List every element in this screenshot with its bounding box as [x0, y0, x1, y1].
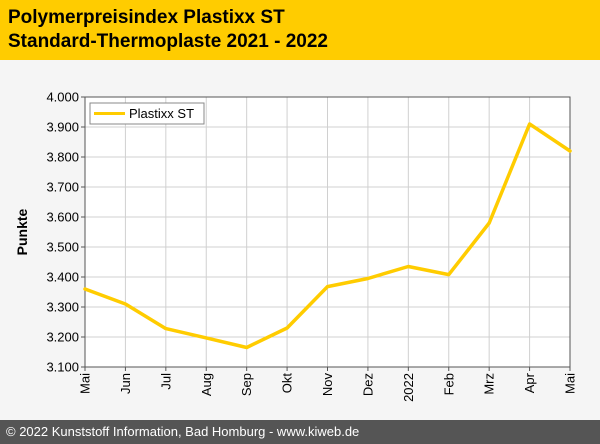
line-chart: 3.100 3.200 3.300 3.400 3.500 3.600 3.700 3.800… [14, 90, 578, 402]
series-group [83, 122, 572, 350]
x-tick-label: Dez [360, 373, 375, 396]
y-tick-label: 4.000 [46, 90, 79, 105]
x-tick-label: Apr [522, 372, 537, 393]
legend: Plastixx ST [89, 102, 205, 125]
legend-box [89, 102, 205, 125]
x-tick-label: Aug [199, 373, 214, 396]
plot-frame [84, 96, 571, 368]
series-line-plastixx-st [83, 122, 572, 350]
x-tick-label: Jun [118, 373, 133, 394]
y-tick-label: 3.300 [46, 300, 79, 315]
x-tick-label: Mai [78, 373, 93, 394]
y-tick-label: 3.600 [46, 210, 79, 225]
chart-title-line-1: Polymerpreisindex Plastixx ST [8, 7, 285, 28]
x-tick-label: 2022 [401, 373, 416, 402]
y-tick-label: 3.700 [46, 180, 79, 195]
x-axis-ticks: Mai Jun Jul Aug Sep Okt Nov Dez 2022 Feb Mrz Apr Mai [78, 367, 578, 402]
y-tick-label: 3.100 [46, 360, 79, 375]
x-tick-label: Okt [280, 373, 295, 394]
legend-label: Plastixx ST [129, 106, 194, 121]
y-tick-label: 3.500 [46, 240, 79, 255]
y-tick-label: 3.900 [46, 120, 79, 135]
y-axis-ticks: 3.100 3.200 3.300 3.400 3.500 3.600 3.700 3.800… [46, 90, 85, 375]
x-tick-label: Feb [441, 373, 456, 395]
x-tick-label: Mrz [482, 373, 497, 395]
footer-copyright: © 2022 Kunststoff Information, Bad Hombu… [0, 420, 600, 444]
x-tick-label: Sep [239, 373, 254, 396]
y-axis-title: Punkte [14, 208, 30, 255]
y-tick-label: 3.800 [46, 150, 79, 165]
x-tick-label: Nov [320, 373, 335, 397]
y-tick-label: 3.400 [46, 270, 79, 285]
x-tick-label: Jul [158, 373, 173, 390]
x-tick-label: Mai [563, 373, 578, 394]
chart-title-line-2: Standard-Thermoplaste 2021 - 2022 [8, 31, 328, 52]
chart-header: Polymerpreisindex Plastixx ST Standard-T… [0, 0, 600, 60]
y-tick-label: 3.200 [46, 330, 79, 345]
